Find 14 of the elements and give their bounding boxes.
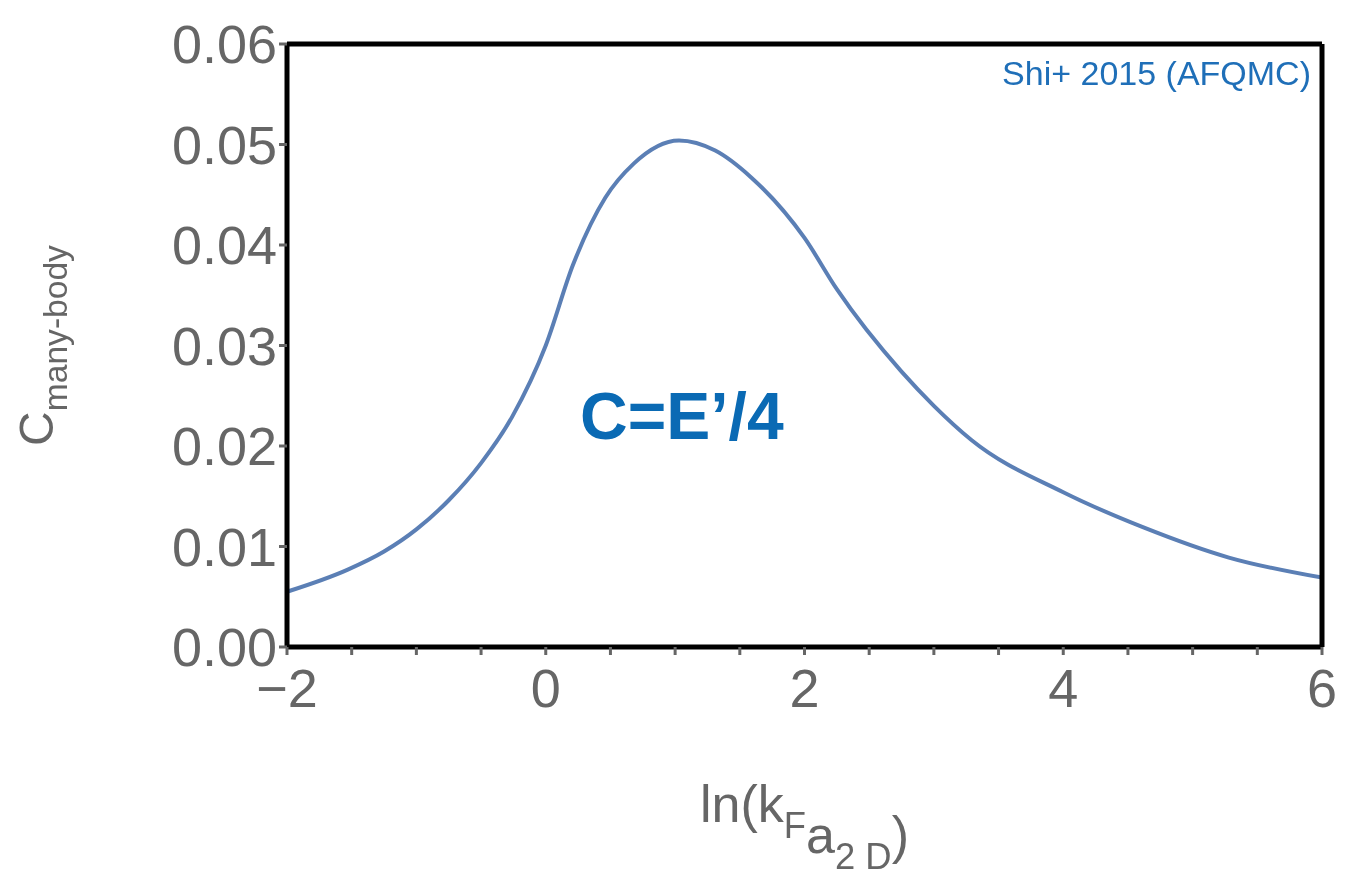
y-tick-label: 0.01 <box>171 516 277 577</box>
y-tick-label: 0.03 <box>171 315 277 376</box>
x-tick-label: 2 <box>789 658 820 718</box>
y-axis-title: Cmany-body <box>10 244 75 446</box>
x-tick-label: 4 <box>1048 658 1079 718</box>
annotation: C=E’/4 <box>580 378 784 454</box>
y-tick-label: 0.06 <box>171 14 277 75</box>
y-tick-label: 0.05 <box>171 114 277 175</box>
y-tick-label: 0.02 <box>171 416 277 477</box>
x-tick-label: 0 <box>530 658 561 718</box>
y-tick-label: 0.04 <box>171 215 277 276</box>
x-tick-label: 6 <box>1306 658 1338 718</box>
line-series <box>287 138 1322 594</box>
text: Shi+ 2015 (AFQMC) <box>1002 54 1311 93</box>
